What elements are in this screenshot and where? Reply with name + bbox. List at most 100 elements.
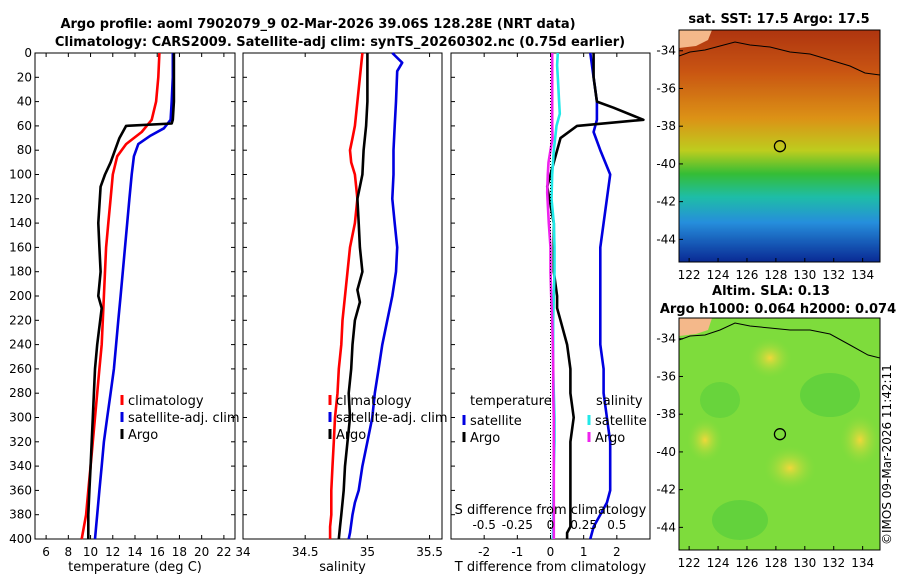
salinity-panel: 34 34.5 35 35.5 salinity climatology satellite… <box>235 52 448 575</box>
y-tick-label: 320 <box>9 435 32 449</box>
y-tick-label: 100 <box>9 168 32 182</box>
figure-title: Argo profile: aoml 7902079_9 02-Mar-2026… <box>55 17 625 50</box>
y-tick-label: 220 <box>9 313 32 327</box>
x-tick-label: 122 <box>678 268 701 282</box>
x-tick-label: 2 <box>613 545 621 559</box>
series-line-s-argo <box>545 53 556 539</box>
title-line-2: Climatology: CARS2009. Satellite-adj cli… <box>55 35 625 50</box>
map-title: sat. SST: 17.5 Argo: 17.5 <box>688 12 869 27</box>
y-tick-label: 180 <box>9 265 32 279</box>
y-tick-label: -34 <box>656 332 676 346</box>
x-tick-label: 124 <box>707 556 730 570</box>
x-tick-label: 126 <box>736 556 759 570</box>
x-tick-label: 130 <box>793 268 816 282</box>
legend-title-temperature: temperature <box>470 394 552 409</box>
x2-tick-label: 0.25 <box>570 518 597 532</box>
legend-label: satellite-adj. clim <box>128 411 240 426</box>
x2-tick-label: -0.25 <box>502 518 533 532</box>
x-axis-label: T difference from climatology <box>454 560 647 575</box>
x-tick-label: 128 <box>764 556 787 570</box>
x-tick-label: 34 <box>235 545 250 559</box>
sst-field <box>679 30 880 262</box>
y-tick-label: -42 <box>656 195 676 209</box>
x-axis-label: temperature (deg C) <box>68 560 202 575</box>
y-tick-label: -34 <box>656 44 676 58</box>
x-tick-label: 35.5 <box>416 545 443 559</box>
y-tick-label: -38 <box>656 119 676 133</box>
x-tick-label: 16 <box>150 545 165 559</box>
y-tick-label: -40 <box>656 445 676 459</box>
x-tick-label: 22 <box>216 545 231 559</box>
y-tick-label: 240 <box>9 338 32 352</box>
x-tick-label: 122 <box>678 556 701 570</box>
x-tick-label: 18 <box>172 545 187 559</box>
x-tick-label: 130 <box>793 556 816 570</box>
y-tick-label: -44 <box>656 232 676 246</box>
y-tick-label: 360 <box>9 483 32 497</box>
x2-tick-label: -0.5 <box>472 518 495 532</box>
copyright-credit: ©IMOS 09-Mar-2026 11:42:11 <box>880 364 894 545</box>
x-tick-label: 8 <box>65 545 73 559</box>
series-line-t-argo <box>545 53 645 539</box>
legend-title-salinity: salinity <box>596 394 643 409</box>
y-tick-label: 260 <box>9 362 32 376</box>
x2-tick-label: 0 <box>547 518 555 532</box>
y-tick-label: 400 <box>9 532 32 546</box>
sst-map: 122 124 126 128 130 132 134 -34 -36 -38 -40 -42 -44 s… <box>656 12 881 282</box>
x2-tick-label: 0.5 <box>607 518 626 532</box>
x-tick-label: -1 <box>511 545 523 559</box>
series-line-satellite-adj-clim <box>347 52 404 540</box>
coast-contour <box>679 322 880 359</box>
x-tick-label: 34.5 <box>292 545 319 559</box>
legend-label: Argo <box>595 431 625 446</box>
series-line-satellite-adj-clim <box>93 53 175 540</box>
x-tick-label: 14 <box>127 545 142 559</box>
x-tick-label: 132 <box>822 556 845 570</box>
legend-label: climatology <box>128 394 204 409</box>
plot-area <box>34 52 236 540</box>
y-tick-label: 200 <box>9 289 32 303</box>
x-tick-label: 134 <box>851 268 874 282</box>
x-tick-label: 35 <box>360 545 375 559</box>
y-tick-label: -38 <box>656 407 676 421</box>
y-tick-label: 340 <box>9 459 32 473</box>
temperature-panel: 0 20 40 60 80 100 120 140 160 180 200 220 240 260 280 3… <box>9 46 240 575</box>
y-tick-label: 140 <box>9 216 32 230</box>
map-subtitle: Argo h1000: 0.064 h2000: 0.074 <box>660 302 896 317</box>
y-tick-label: -40 <box>656 157 676 171</box>
legend-label: Argo <box>470 431 500 446</box>
y-tick-label: -44 <box>656 520 676 534</box>
y-tick-label: 160 <box>9 240 32 254</box>
x-tick-label: 134 <box>851 556 874 570</box>
difference-panel: -2 -1 0 1 2T difference from climatology -0.5… <box>450 52 651 575</box>
series-line-argo <box>87 53 176 539</box>
legend-label: satellite-adj. clim <box>336 411 448 426</box>
legend-label: climatology <box>336 394 412 409</box>
y-tick-label: 0 <box>24 46 32 60</box>
argo-position-marker <box>773 140 787 153</box>
series-line-argo <box>337 53 369 540</box>
argo-position-marker <box>773 428 787 441</box>
x-tick-label: 1 <box>580 545 588 559</box>
title-line-1: Argo profile: aoml 7902079_9 02-Mar-2026… <box>60 17 575 32</box>
y-tick-label: 80 <box>17 143 32 157</box>
y-tick-label: 120 <box>9 192 32 206</box>
land-mask <box>679 318 712 336</box>
y-tick-label: 280 <box>9 386 32 400</box>
x2-axis-label: S difference from climatology <box>455 503 647 518</box>
y-tick-label: -36 <box>656 81 676 95</box>
series-line-t-satellite <box>589 52 612 540</box>
sla-map: 122 124 126 128 130 132 134 -34 -36 -38 -40 -42 -44 A… <box>656 284 896 570</box>
series-line-climatology <box>328 52 364 539</box>
y-tick-label: 380 <box>9 508 32 522</box>
y-tick-label: 300 <box>9 411 32 425</box>
x-tick-label: 6 <box>42 545 50 559</box>
y-tick-label: -36 <box>656 369 676 383</box>
x-tick-label: 128 <box>764 268 787 282</box>
x-tick-label: 12 <box>105 545 120 559</box>
land-mask <box>679 30 712 48</box>
y-tick-label: 60 <box>17 119 32 133</box>
legend-label: Argo <box>336 428 366 443</box>
x-tick-label: 0 <box>547 545 555 559</box>
